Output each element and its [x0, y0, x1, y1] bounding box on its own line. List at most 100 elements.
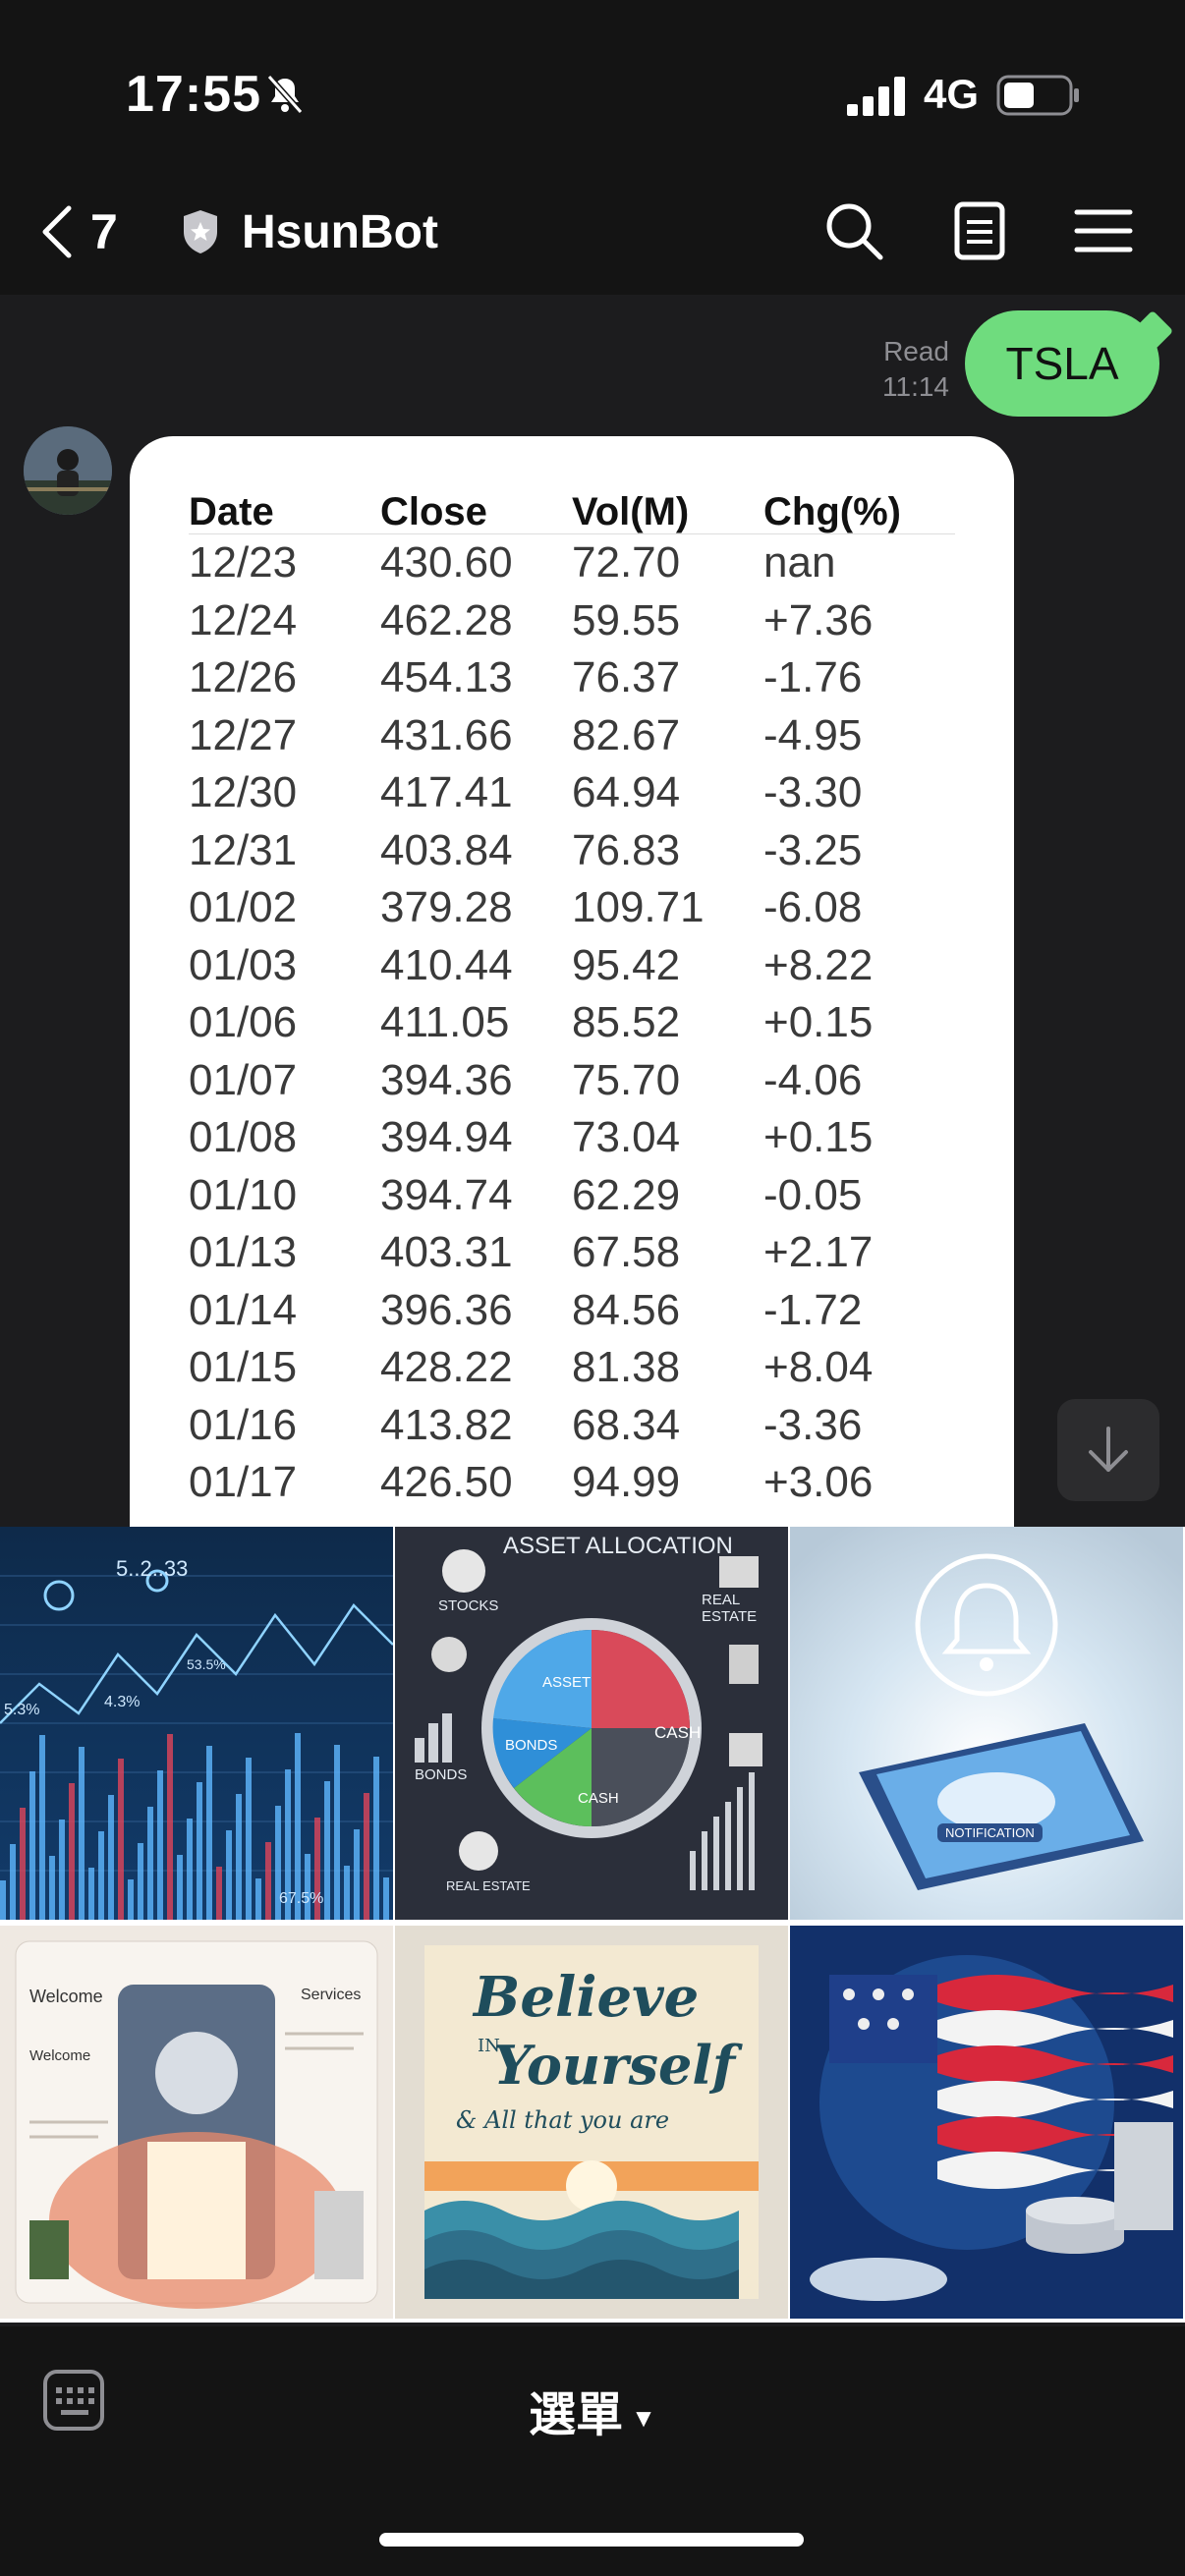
back-button[interactable]: 7: [37, 196, 118, 267]
cell-volume: 76.37: [572, 653, 681, 702]
cell-close: 462.28: [380, 595, 513, 644]
cell-date: 12/27: [189, 710, 298, 759]
cell-change: nan: [763, 538, 836, 588]
cell-date: 01/14: [189, 1285, 298, 1334]
tile-text: BONDS: [415, 1766, 468, 1783]
menu-tile-notification[interactable]: NOTIFICATION: [790, 1527, 1183, 1920]
cell-volume: 59.55: [572, 595, 681, 644]
scroll-down-button[interactable]: [1057, 1399, 1159, 1501]
menu-icon[interactable]: [1071, 198, 1136, 263]
message-time: 11:14: [882, 371, 949, 402]
cell-volume: 85.52: [572, 998, 681, 1047]
cell-volume: 67.58: [572, 1228, 681, 1277]
cell-close: 403.31: [380, 1228, 513, 1277]
tile-text: Yourself: [493, 2034, 736, 2097]
cell-volume: 109.71: [572, 883, 705, 932]
chat-title[interactable]: HsunBot: [181, 196, 438, 267]
website-image: [0, 1926, 393, 2319]
tile-text: ASSET: [542, 1674, 592, 1691]
table-row: 01/15 428.22 81.38 +8.04: [189, 1339, 955, 1397]
table-row: 12/30 417.41 64.94 -3.30: [189, 764, 955, 822]
cell-close: 454.13: [380, 653, 513, 702]
status-bar: [0, 0, 1185, 177]
cell-volume: 95.42: [572, 940, 681, 989]
cell-change: -4.95: [763, 710, 863, 759]
stock-table: Date Close Vol(M) Chg(%) 12/23 430.60 72.7…: [189, 490, 955, 1512]
menu-tile-asset-allocation[interactable]: ASSET ALLOCATION STOCKS REAL ESTATE BOND…: [395, 1527, 788, 1920]
bot-message-card[interactable]: Date Close Vol(M) Chg(%) 12/23 430.60 72.7…: [130, 436, 1014, 1527]
table-row: 12/31 403.84 76.83 -3.25: [189, 822, 955, 880]
message-meta: Read 11:14: [865, 334, 949, 405]
column-close: Close: [380, 490, 487, 533]
cell-close: 394.36: [380, 1055, 513, 1104]
cell-close: 426.50: [380, 1458, 513, 1507]
tile-text: REAL ESTATE: [702, 1592, 758, 1625]
notes-icon[interactable]: [947, 198, 1012, 263]
cell-volume: 68.34: [572, 1400, 681, 1449]
caret-down-icon: ▼: [631, 2402, 656, 2433]
usa-finance-image: [790, 1926, 1183, 2319]
table-row: 01/13 403.31 67.58 +2.17: [189, 1224, 955, 1282]
cell-close: 394.94: [380, 1113, 513, 1162]
tile-text: 4.3%: [104, 1694, 141, 1710]
cell-change: +0.15: [763, 1113, 874, 1162]
cell-close: 417.41: [380, 768, 513, 817]
menu-tile-believe[interactable]: Believe IN Yourself & All that you are: [395, 1926, 788, 2319]
cell-change: +8.22: [763, 940, 874, 989]
tile-text: 5..2..33: [116, 1556, 189, 1581]
table-row: 01/07 394.36 75.70 -4.06: [189, 1052, 955, 1110]
tile-text: CASH: [654, 1723, 702, 1742]
tile-text: 53.5%: [187, 1656, 226, 1672]
read-status: Read: [883, 336, 949, 366]
menu-tile-usa-finance[interactable]: [790, 1926, 1183, 2319]
cell-close: 410.44: [380, 940, 513, 989]
chevron-left-icon: [42, 205, 72, 258]
menu-tile-website[interactable]: Welcome Welcome Services: [0, 1926, 393, 2319]
cell-change: -4.06: [763, 1055, 863, 1104]
notification-image: [790, 1527, 1183, 1920]
unread-count: 7: [90, 204, 118, 259]
cell-volume: 81.38: [572, 1343, 681, 1392]
home-indicator[interactable]: [379, 2533, 804, 2547]
search-icon[interactable]: [821, 198, 886, 263]
tile-text: 5.3%: [4, 1702, 40, 1718]
cell-volume: 62.29: [572, 1170, 681, 1219]
network-type: 4G: [924, 71, 980, 117]
table-row: 12/27 431.66 82.67 -4.95: [189, 707, 955, 765]
tile-text: REAL ESTATE: [446, 1878, 531, 1893]
column-volume: Vol(M): [572, 490, 690, 533]
column-date: Date: [189, 490, 274, 533]
cell-date: 12/23: [189, 538, 298, 588]
cell-change: -0.05: [763, 1170, 863, 1219]
asset-allocation-image: [395, 1527, 788, 1920]
avatar-photo: [24, 426, 112, 515]
table-row: 01/02 379.28 109.71 -6.08: [189, 879, 955, 937]
menu-toggle[interactable]: 選單 ▼: [0, 2376, 1185, 2444]
tile-text: Welcome: [29, 1987, 103, 2006]
cell-date: 12/30: [189, 768, 298, 817]
cell-volume: 76.83: [572, 825, 681, 874]
cell-date: 12/26: [189, 653, 298, 702]
table-row: 01/06 411.05 85.52 +0.15: [189, 994, 955, 1052]
cell-volume: 64.94: [572, 768, 681, 817]
stock-chart-image: [0, 1527, 393, 1920]
user-message-bubble[interactable]: TSLA: [965, 310, 1159, 417]
menu-label: 選單: [529, 2389, 624, 2441]
tile-text: BONDS: [505, 1737, 558, 1754]
cell-change: -3.30: [763, 768, 863, 817]
tile-text: IN: [478, 2036, 500, 2056]
cell-close: 428.22: [380, 1343, 513, 1392]
arrow-down-icon: [1089, 1427, 1128, 1472]
keyboard-icon[interactable]: [41, 2368, 106, 2433]
bot-name: HsunBot: [242, 205, 438, 258]
cell-date: 01/10: [189, 1170, 298, 1219]
cell-volume: 84.56: [572, 1285, 681, 1334]
avatar[interactable]: [24, 426, 112, 515]
cell-date: 01/02: [189, 883, 298, 932]
table-row: 12/23 430.60 72.70 nan: [189, 534, 955, 592]
cell-close: 430.60: [380, 538, 513, 588]
tile-text: NOTIFICATION: [937, 1823, 1043, 1842]
menu-tile-stock-chart[interactable]: 5..2..33 5.3% 4.3% 53.5% 67.5%: [0, 1527, 393, 1920]
shield-icon: [184, 210, 217, 253]
signal-icon: [847, 77, 905, 116]
